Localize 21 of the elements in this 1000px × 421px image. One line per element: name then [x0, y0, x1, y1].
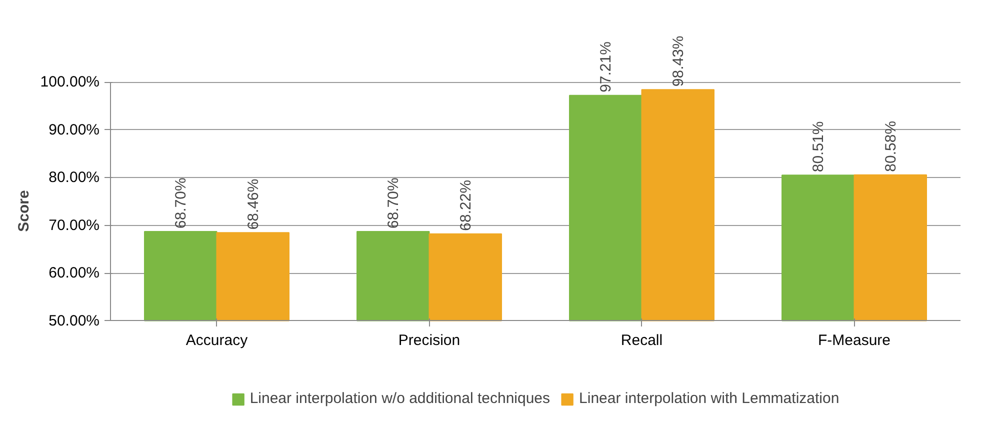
data-label: 97.21%	[598, 42, 615, 92]
x-tick-label: F-Measure	[818, 332, 891, 349]
data-label: 98.43%	[670, 36, 687, 87]
x-tick-label: Accuracy	[186, 332, 248, 349]
data-label: 80.51%	[810, 121, 828, 172]
data-label: 68.70%	[385, 178, 402, 229]
x-tick-label: Recall	[620, 332, 663, 349]
legend-label: Linear interpolation w/o additional techniques	[250, 390, 550, 407]
data-label: 80.58%	[882, 120, 900, 172]
y-tick-label: 100.00%	[40, 74, 100, 91]
data-label: 68.22%	[457, 180, 474, 231]
x-tick-label: Precision	[398, 332, 460, 349]
y-tick-label: 90.00%	[48, 121, 100, 138]
data-label: 68.70%	[172, 178, 190, 229]
y-tick-label: 50.00%	[48, 312, 100, 330]
y-tick-label: 80.00%	[48, 169, 100, 186]
y-tick-label: 70.00%	[48, 216, 100, 234]
legend-label: Linear interpolation with Lemmatization	[579, 390, 840, 407]
y-axis-title: Score	[15, 190, 32, 232]
y-tick-label: 60.00%	[48, 264, 100, 282]
data-label: 68.46%	[244, 178, 262, 230]
